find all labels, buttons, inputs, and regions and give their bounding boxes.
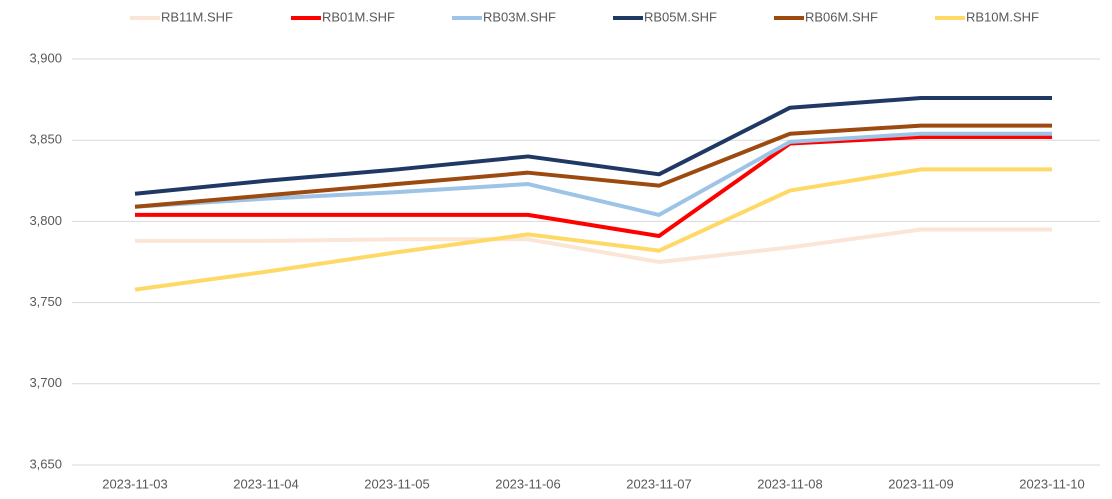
x-tick-label: 2023-11-06	[495, 476, 561, 491]
x-tick-label: 2023-11-10	[1019, 476, 1085, 491]
x-tick-label: 2023-11-07	[626, 476, 692, 491]
series-line	[134, 131, 1052, 217]
legend-label: RB10M.SHF	[966, 9, 1039, 24]
series-line	[135, 227, 1052, 264]
legend-label: RB06M.SHF	[805, 9, 878, 24]
series-line	[134, 123, 1052, 209]
x-tick-label: 2023-11-08	[757, 476, 823, 491]
x-tick-label: 2023-11-03	[102, 476, 168, 491]
y-tick-label: 3,800	[29, 213, 62, 228]
series-line	[134, 167, 1052, 292]
legend-label: RB03M.SHF	[483, 9, 556, 24]
legend-label: RB01M.SHF	[322, 9, 395, 24]
series-line	[134, 95, 1052, 196]
y-tick-label: 3,700	[29, 375, 62, 390]
y-tick-label: 3,750	[29, 294, 62, 309]
y-tick-label: 3,850	[29, 132, 62, 147]
x-tick-label: 2023-11-04	[233, 476, 299, 491]
y-tick-label: 3,900	[29, 50, 62, 65]
x-tick-label: 2023-11-09	[888, 476, 954, 491]
legend-label: RB05M.SHF	[644, 9, 717, 24]
legend-label: RB11M.SHF	[161, 9, 233, 24]
y-tick-label: 3,650	[29, 456, 62, 471]
x-tick-label: 2023-11-05	[364, 476, 430, 491]
series-line	[135, 134, 1052, 239]
